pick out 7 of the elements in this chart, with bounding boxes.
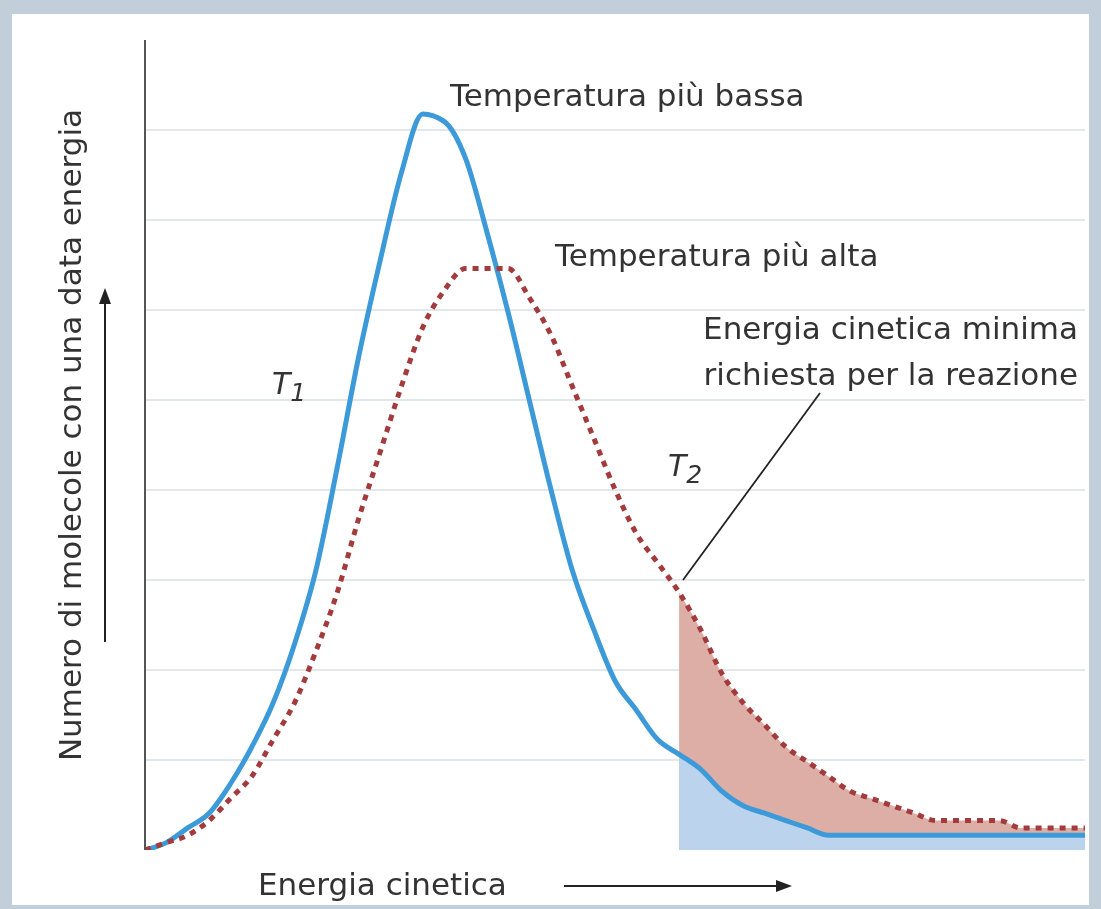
text: Temperatura più bassa	[450, 76, 806, 115]
series-label: T$_{1}$	[272, 366, 307, 407]
y-axis-title: Numero di molecole con una data energia	[52, 108, 88, 762]
annotation: Energia cinetica minima richiesta per la reazione	[702, 309, 1078, 394]
annotation: Temperatura più alta	[555, 236, 880, 275]
x-axis-title: Energia cinetica	[258, 866, 507, 902]
series-label: T$_{2}$	[668, 448, 703, 489]
